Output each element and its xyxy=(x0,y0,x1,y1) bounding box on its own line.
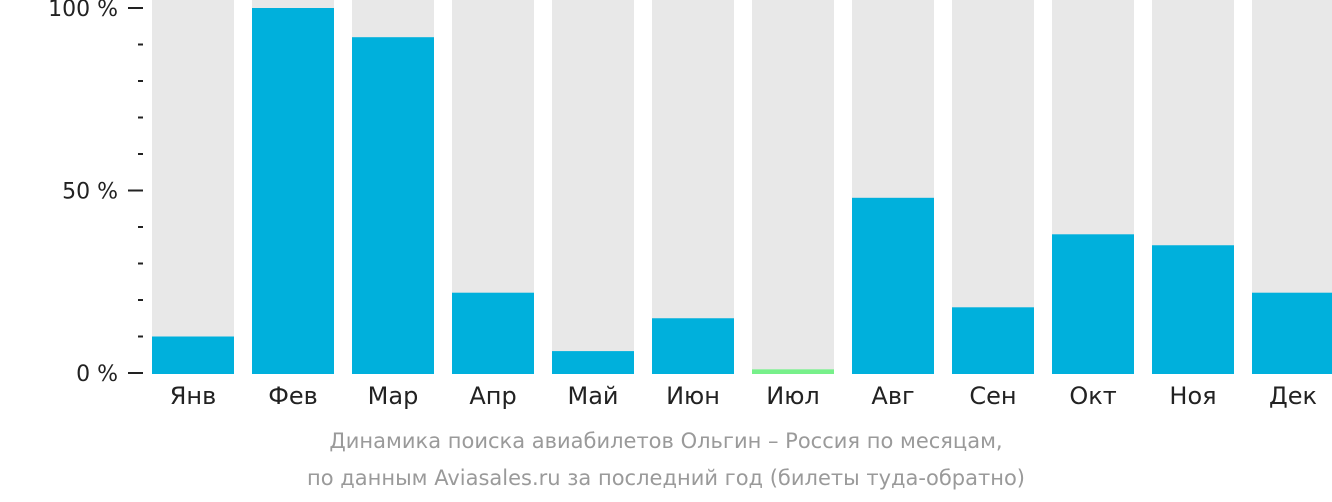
bar-12 xyxy=(1252,292,1332,374)
bar-track xyxy=(552,0,634,374)
chart-caption-line2: по данным Aviasales.ru за последний год … xyxy=(307,466,1025,490)
x-tick-label: Апр xyxy=(469,382,516,410)
bar-7 xyxy=(752,369,834,374)
bars xyxy=(152,8,1332,374)
x-tick-label: Авг xyxy=(871,382,914,410)
y-tick-label: 100 % xyxy=(48,0,118,22)
y-tick-label: 0 % xyxy=(76,362,118,387)
bar-8 xyxy=(852,197,934,374)
bar-10 xyxy=(1052,234,1134,374)
bar-1 xyxy=(152,336,234,374)
x-tick-label: Окт xyxy=(1069,382,1116,410)
x-tick-label: Мар xyxy=(368,382,419,410)
y-axis: 0 % 50 % 100 % xyxy=(48,0,143,387)
x-tick-label: Сен xyxy=(969,382,1016,410)
bar-2 xyxy=(252,8,334,374)
bar-track xyxy=(652,0,734,374)
chart-caption-line1: Динамика поиска авиабилетов Ольгин – Рос… xyxy=(329,429,1003,453)
bar-3 xyxy=(352,37,434,374)
x-tick-label: Май xyxy=(567,382,618,410)
bar-track xyxy=(752,0,834,374)
x-tick-label: Июн xyxy=(666,382,720,410)
bar-9 xyxy=(952,307,1034,374)
x-tick-label: Фев xyxy=(268,382,318,410)
x-tick-label: Ноя xyxy=(1169,382,1216,410)
bar-11 xyxy=(1152,245,1234,374)
bar-track xyxy=(152,0,234,374)
x-tick-label: Июл xyxy=(766,382,820,410)
bar-chart: 0 % 50 % 100 % Янв Фев Мар Апр Май Июн Июл Авг Сен… xyxy=(48,0,1332,410)
bar-5 xyxy=(552,351,634,374)
x-tick-label: Дек xyxy=(1269,382,1317,410)
x-tick-label: Янв xyxy=(170,382,217,410)
bar-4 xyxy=(452,292,534,374)
bar-6 xyxy=(652,318,734,374)
x-axis: Янв Фев Мар Апр Май Июн Июл Авг Сен Окт Ноя Дек xyxy=(170,382,1317,410)
y-tick-label: 50 % xyxy=(62,180,118,205)
